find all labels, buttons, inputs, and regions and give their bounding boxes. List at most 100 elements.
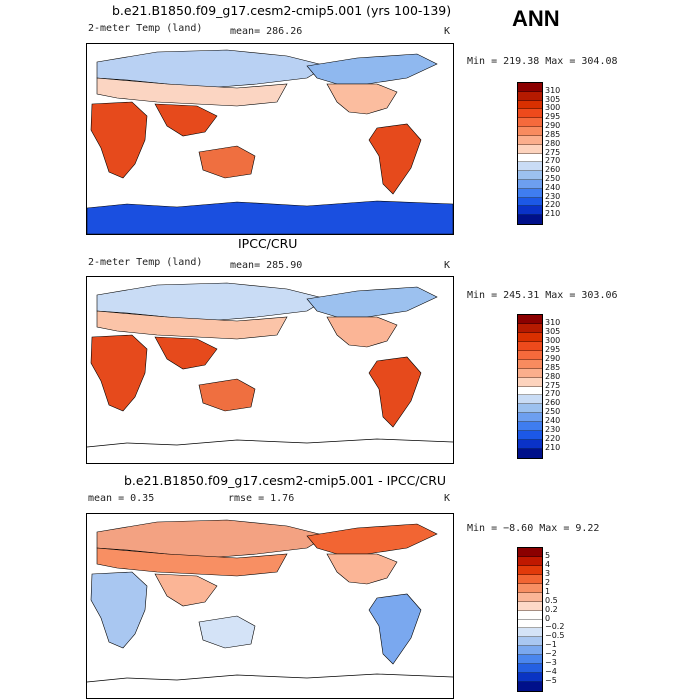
colorbar-swatch <box>518 206 542 216</box>
north-america-mid <box>326 316 398 348</box>
colorbar-swatch <box>518 171 542 180</box>
panel-title-model: b.e21.B1850.f09_g17.cesm2-cmip5.001 (yrs… <box>112 3 452 18</box>
colorbar-obs <box>517 314 543 459</box>
map-diff <box>86 513 454 699</box>
south-america-region <box>368 356 422 428</box>
north-america-north <box>306 523 438 555</box>
colorbar-swatch <box>518 188 542 198</box>
colorbar-tick-label: 285 <box>545 129 561 139</box>
colorbar-swatch <box>518 610 542 620</box>
colorbar-swatch <box>518 583 542 593</box>
north-america-north <box>306 53 438 85</box>
panel-mean-model: mean= 286.26 <box>230 26 303 37</box>
colorbar-tick-label: −5 <box>545 676 557 686</box>
colorbar-labels-obs: 310 305 300 295 290 285 280 275 270 260 250 240 230 2… <box>545 314 585 457</box>
panel-title-obs: IPCC/CRU <box>238 236 298 251</box>
colorbar-tick-label: −0.2 <box>545 622 565 632</box>
antarctica-region <box>87 200 453 234</box>
colorbar-tick-label: 220 <box>545 434 561 444</box>
colorbar-tick-label: 1 <box>545 586 551 596</box>
eurasia-north <box>96 49 328 89</box>
season-label: ANN <box>512 6 560 31</box>
colorbar-tick-label: 310 <box>545 317 561 327</box>
colorbar-swatch <box>518 619 542 629</box>
colorbar-swatch <box>518 162 542 172</box>
colorbar-tick-label: 240 <box>545 416 561 426</box>
colorbar-tick-label: 210 <box>545 209 561 219</box>
colorbar-swatch <box>518 100 542 110</box>
colorbar-swatch <box>518 153 542 163</box>
colorbar-tick-label: −1 <box>545 640 557 650</box>
colorbar-swatch <box>518 144 542 154</box>
colorbar-swatch <box>518 664 542 674</box>
south-asia-region <box>154 103 218 137</box>
colorbar-tick-label: −4 <box>545 667 557 677</box>
colorbar-tick-label: 300 <box>545 103 561 113</box>
colorbar-swatch <box>518 179 542 189</box>
colorbar-tick-label: 310 <box>545 85 561 95</box>
africa-region <box>90 101 148 179</box>
panel-mean-diff: mean = 0.35 <box>88 493 155 504</box>
colorbar-swatch <box>518 556 542 566</box>
colorbar-swatch <box>518 431 542 441</box>
colorbar-tick-label: 275 <box>545 380 561 390</box>
colorbar-swatch <box>518 386 542 396</box>
panel-minmax-diff: Min = −8.60 Max = 9.22 <box>467 523 600 534</box>
colorbar-model <box>517 82 543 225</box>
colorbar-swatch <box>518 359 542 369</box>
colorbar-tick-label: −0.5 <box>545 631 565 641</box>
colorbar-labels-model: 310 305 300 295 290 285 280 275 270 260 250 240 230 2… <box>545 82 585 223</box>
australia-region <box>198 615 256 649</box>
colorbar-swatch <box>518 404 542 414</box>
colorbar-tick-label: 280 <box>545 138 561 148</box>
panel-left-label-obs: 2-meter Temp (land) <box>88 257 203 268</box>
colorbar-tick-label: 270 <box>545 389 561 399</box>
colorbar-tick-label: 295 <box>545 112 561 122</box>
antarctica-outline <box>87 673 453 683</box>
colorbar-tick-label: 260 <box>545 398 561 408</box>
colorbar-swatch <box>518 315 542 324</box>
south-asia-region <box>154 336 218 370</box>
eurasia-north <box>96 519 328 559</box>
panel-minmax-obs: Min = 245.31 Max = 303.06 <box>467 290 618 301</box>
colorbar-swatch <box>518 377 542 387</box>
colorbar-tick-label: 250 <box>545 407 561 417</box>
panel-rmse-diff: rmse = 1.76 <box>228 493 295 504</box>
colorbar-swatch <box>518 127 542 136</box>
colorbar-swatch <box>518 368 542 378</box>
colorbar-tick-label: 285 <box>545 362 561 372</box>
colorbar-swatch <box>518 135 542 145</box>
colorbar-swatch <box>518 109 542 119</box>
colorbar-swatch <box>518 682 542 691</box>
colorbar-swatch <box>518 341 542 351</box>
map-obs <box>86 276 454 464</box>
colorbar-swatch <box>518 565 542 575</box>
colorbar-tick-label: −3 <box>545 658 557 668</box>
colorbar-swatch <box>518 323 542 333</box>
colorbar-swatch <box>518 628 542 638</box>
colorbar-tick-label: 4 <box>545 559 551 569</box>
eurasia-north <box>96 282 328 322</box>
colorbar-tick-label: 0.2 <box>545 604 558 614</box>
colorbar-tick-label: 250 <box>545 173 561 183</box>
colorbar-swatch <box>518 646 542 656</box>
south-america-region <box>368 123 422 195</box>
north-america-north <box>306 286 438 318</box>
colorbar-tick-label: 0.5 <box>545 595 558 605</box>
panel-minmax-model: Min = 219.38 Max = 304.08 <box>467 56 618 67</box>
colorbar-tick-label: −2 <box>545 649 557 659</box>
colorbar-swatch <box>518 118 542 128</box>
north-america-mid <box>326 553 398 585</box>
colorbar-tick-label: 305 <box>545 94 561 104</box>
colorbar-swatch <box>518 655 542 665</box>
colorbar-swatch <box>518 449 542 458</box>
colorbar-swatch <box>518 592 542 602</box>
colorbar-swatch <box>518 413 542 423</box>
north-america-mid <box>326 83 398 115</box>
panel-units-model: K <box>444 26 451 37</box>
south-america-region <box>368 593 422 665</box>
colorbar-swatch <box>518 574 542 584</box>
map-model <box>86 43 454 235</box>
colorbar-tick-label: 230 <box>545 425 561 435</box>
colorbar-swatch <box>518 332 542 342</box>
